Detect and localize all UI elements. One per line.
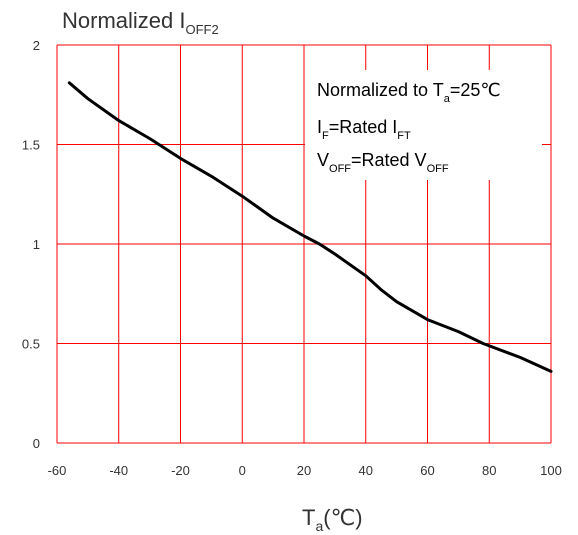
annotation-line: IF=Rated IFT xyxy=(317,117,411,142)
annotation-line: Normalized to Ta=25℃ xyxy=(317,80,501,105)
x-tick-label: 60 xyxy=(420,463,434,478)
y-tick-label: 0.5 xyxy=(22,337,40,352)
x-tick-label: 40 xyxy=(359,463,373,478)
series-group xyxy=(67,81,553,373)
x-tick-label: -40 xyxy=(109,463,128,478)
x-tick-label: 80 xyxy=(482,463,496,478)
x-axis-label: Ta(℃) xyxy=(302,505,363,534)
x-tick-label: 0 xyxy=(239,463,246,478)
x-tick-label: -20 xyxy=(171,463,190,478)
y-tick-label: 2 xyxy=(33,38,40,53)
y-tick-label: 0 xyxy=(33,436,40,451)
x-tick-label: -60 xyxy=(48,463,67,478)
x-tick-labels: -60 -40 -20 0 20 40 60 80 100 xyxy=(48,463,562,478)
y-axis-label: Normalized IOFF2 xyxy=(62,8,219,37)
annotation-line: VOFF=Rated VOFF xyxy=(317,150,449,175)
x-tick-label: 100 xyxy=(540,463,562,478)
annotation-text: Normalized to Ta=25℃ IF=Rated IFT VOFF=Rat… xyxy=(317,80,501,175)
series-line xyxy=(67,81,553,373)
annotation-box xyxy=(305,70,542,180)
y-tick-label: 1 xyxy=(33,237,40,252)
y-tick-label: 1.5 xyxy=(22,138,40,153)
x-tick-label: 20 xyxy=(297,463,311,478)
y-tick-labels: 0 0.5 1 1.5 2 xyxy=(22,38,40,451)
